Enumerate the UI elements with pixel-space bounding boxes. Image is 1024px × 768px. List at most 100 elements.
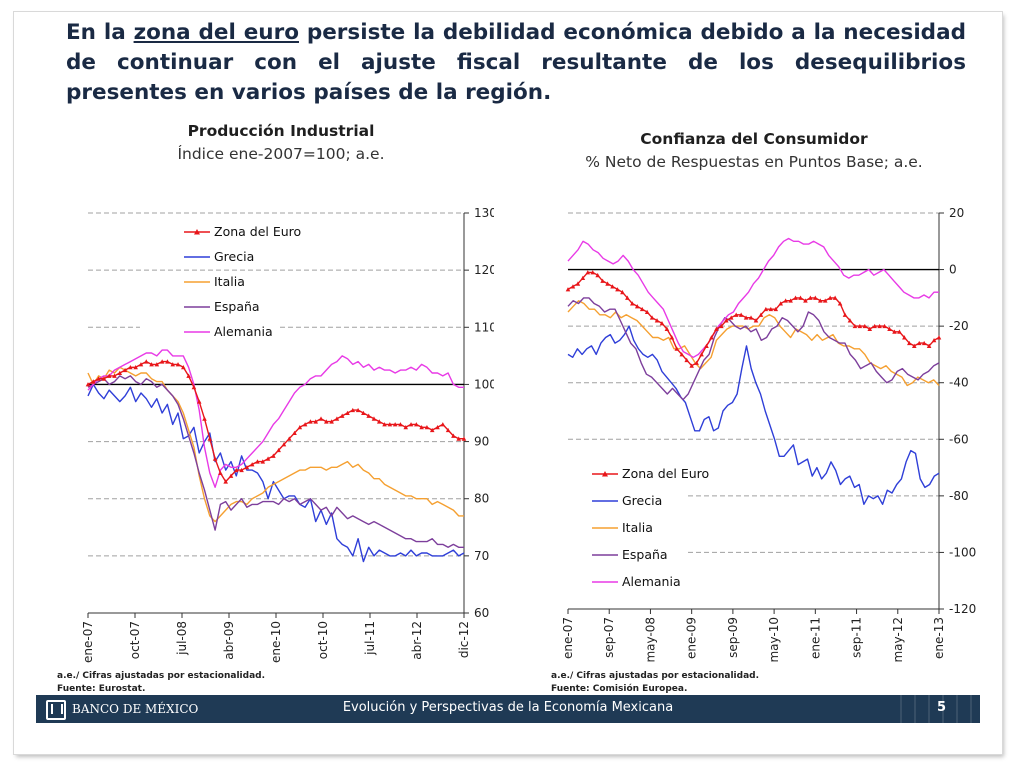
series-marker [350,407,356,413]
series-marker [788,298,793,303]
banxico-logo-icon [46,699,66,720]
series-marker [355,407,361,413]
series-marker [595,272,600,278]
series-marker [133,364,138,370]
x-tick-label: abr-09 [222,621,236,660]
series-marker [610,284,615,289]
series-marker [585,270,591,275]
series-marker [832,295,838,300]
series-marker [408,422,414,427]
series-marker [778,301,784,306]
series-marker [867,326,873,331]
x-tick-label: ene-11 [808,617,822,659]
series-marker [743,315,749,320]
series-marker [565,287,571,292]
series-marker [684,357,690,363]
y-tick-label: 110 [474,320,494,334]
y-tick-label: -40 [949,376,969,390]
series-marker [926,343,932,348]
y-tick-label: 100 [474,377,494,391]
series-marker [758,312,764,317]
footer-decoration [900,695,980,723]
chart-2-note: a.e./ Cifras ajustadas por estacionalida… [551,671,760,681]
series-marker [382,422,387,427]
headline: En la zona del euro persiste la debilida… [66,18,966,108]
x-tick-label: ene-10 [269,621,283,663]
series-marker [424,424,430,430]
series-marker [414,422,419,427]
legend-label: Alemania [622,574,681,589]
chart-consumer-confidence: -120 -100 -80 -60 -40 -20 0 20 ene-07 sep-07 may-0… [548,206,976,663]
series-marker [689,363,694,368]
series-marker [733,312,739,317]
chart-1-title: Producción Industrial [187,122,375,140]
series-marker [207,436,213,441]
series-marker [308,419,313,424]
series-marker [366,413,371,418]
series-marker [783,298,788,303]
x-tick-label: ene-07 [81,621,95,663]
series-marker [709,335,714,340]
series-marker [931,337,937,343]
x-tick-label: may-08 [643,617,657,663]
series-marker [723,318,729,323]
series-marker [803,298,808,303]
legend-bg [548,572,688,590]
series-line-alemania [87,349,464,488]
y-tick-label: 130 [474,206,494,220]
series-marker [862,323,868,329]
legend-label: Zona del Euro [622,466,709,481]
series-marker [175,362,181,367]
series-marker [456,436,462,441]
series-marker [907,340,912,346]
series-marker [763,306,769,312]
series-marker [313,419,319,424]
series-marker [122,367,128,373]
x-tick-label: jul-08 [175,621,189,656]
chart-1-titles: Producción Industrial Índice ene-2007=10… [106,122,456,163]
series-marker [813,295,818,300]
series-marker [228,473,234,478]
y-tick-label: -60 [949,432,969,446]
series-marker [590,270,596,275]
series-marker [630,301,635,306]
series-marker [329,419,334,424]
legend-bg [140,322,280,340]
series-marker [112,373,117,378]
series-marker [753,318,759,323]
series-marker [281,442,287,447]
legend-label: Italia [622,520,653,535]
series-marker [271,453,276,458]
series-marker [334,416,340,421]
series-marker [186,373,191,378]
series-marker [117,370,123,375]
series-marker [694,360,699,365]
series-marker [143,359,149,364]
series-marker [827,295,833,300]
series-marker [570,284,576,289]
series-marker [191,384,197,390]
series-marker [842,312,848,317]
x-tick-label: oct-07 [128,621,142,659]
series-marker [639,306,645,312]
series-marker [857,323,863,329]
series-marker [128,364,133,370]
x-tick-label: jul-11 [363,621,377,656]
series-marker [793,295,798,300]
series-marker [212,456,218,461]
series-marker [615,287,620,292]
legend-bg [140,247,280,265]
series-marker [644,309,650,314]
page-number: 5 [937,700,946,715]
series-marker [620,289,625,295]
series-marker [223,479,228,484]
series-marker [302,422,308,427]
y-tick-label: 0 [949,263,957,277]
series-marker [239,467,244,473]
series-marker [286,436,292,441]
series-marker [451,433,456,438]
series-marker [580,275,586,281]
series-marker [318,416,324,421]
x-tick-label: may-10 [767,617,781,663]
series-marker [679,352,685,357]
